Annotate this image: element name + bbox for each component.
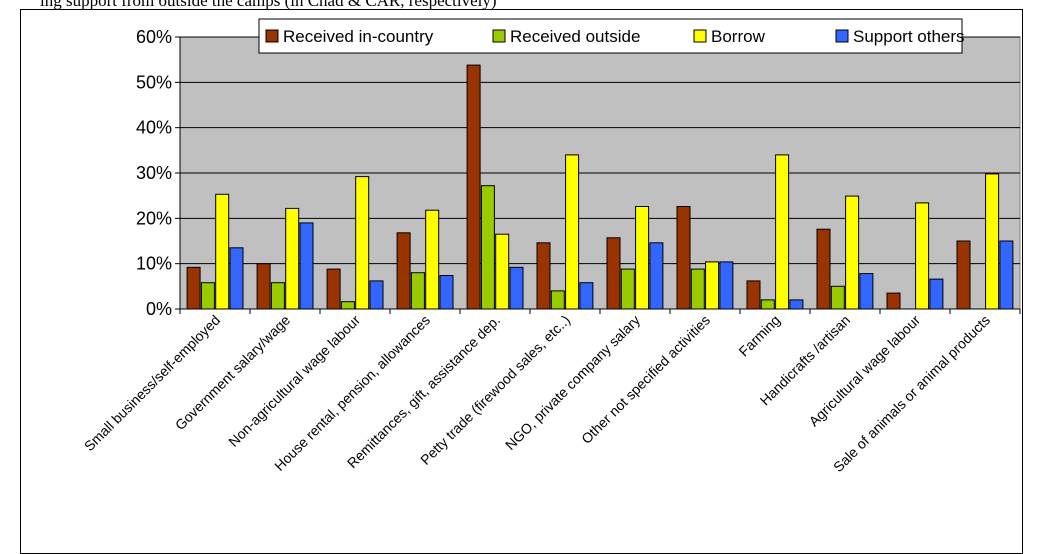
bar [229, 247, 244, 310]
y-tick-label: 10% [136, 254, 172, 274]
category-label: Remittances, gift, assistance dep. [344, 312, 503, 471]
bar [270, 282, 285, 310]
bar [676, 206, 691, 310]
category-label: Non-agricultural wage labour [225, 312, 363, 450]
bar [299, 222, 314, 310]
bar [915, 202, 930, 310]
y-tick-label: 30% [136, 163, 172, 183]
bar [999, 240, 1014, 310]
legend-swatch [492, 29, 506, 43]
bar [606, 237, 621, 310]
figure-caption: ing support from outside the camps (in C… [40, 0, 497, 10]
y-axis: 0% 10% 20% 30% 40% 50% 60% [136, 27, 181, 319]
bar [845, 195, 860, 310]
legend-label: Received in-country [283, 27, 434, 46]
bar [550, 290, 565, 310]
bar [439, 275, 454, 310]
bar [355, 176, 370, 310]
category-label: Government salary/wage [172, 312, 294, 434]
bar [425, 209, 440, 310]
bar [649, 242, 664, 310]
bar [200, 282, 215, 310]
bar [775, 154, 790, 310]
bar [635, 206, 650, 310]
bar [410, 272, 425, 310]
bar [480, 185, 495, 310]
bar [956, 240, 971, 310]
bar [536, 242, 551, 310]
category-label: Small business/self-employed [81, 312, 223, 454]
category-label: Farming [735, 312, 783, 360]
category-label: Petty trade (firewood sales, etc..) [417, 312, 573, 468]
bar [495, 233, 510, 310]
bar [565, 154, 580, 310]
y-tick-label: 60% [136, 27, 172, 47]
bar [579, 282, 594, 310]
legend: Received in-country Received outside Borro… [258, 18, 965, 54]
legend-swatch [265, 29, 279, 43]
legend-swatch [835, 29, 849, 43]
bar [509, 266, 524, 310]
y-tick-label: 0% [146, 299, 172, 319]
bar [186, 266, 201, 310]
bar [705, 261, 720, 310]
bar [285, 207, 300, 310]
legend-label: Received outside [510, 27, 640, 46]
category-label: Sale of animals or animal products [830, 312, 993, 475]
y-tick-label: 20% [136, 208, 172, 228]
category-label: House rental, pension, allowances [271, 312, 433, 474]
bar [719, 261, 734, 310]
bar [215, 193, 230, 310]
bar [789, 299, 804, 310]
bar [830, 285, 845, 310]
legend-label: Support others [853, 27, 965, 46]
bar [816, 228, 831, 310]
bar [985, 173, 1000, 310]
legend-label: Borrow [711, 27, 766, 46]
bar [760, 299, 775, 310]
bar [396, 232, 411, 310]
bar [340, 301, 355, 310]
bar [620, 268, 635, 310]
y-tick-label: 50% [136, 72, 172, 92]
bar [886, 292, 901, 310]
bar [466, 64, 481, 310]
bar [256, 263, 271, 310]
category-label: Other not specified activities [578, 312, 713, 447]
bar [326, 268, 341, 310]
legend-swatch [693, 29, 707, 43]
bar [746, 280, 761, 310]
bar [929, 278, 944, 310]
bar [369, 280, 384, 310]
y-tick-label: 40% [136, 118, 172, 138]
bar [859, 273, 874, 310]
category-label: NGO, private company salary [502, 312, 643, 453]
bar [690, 268, 705, 310]
